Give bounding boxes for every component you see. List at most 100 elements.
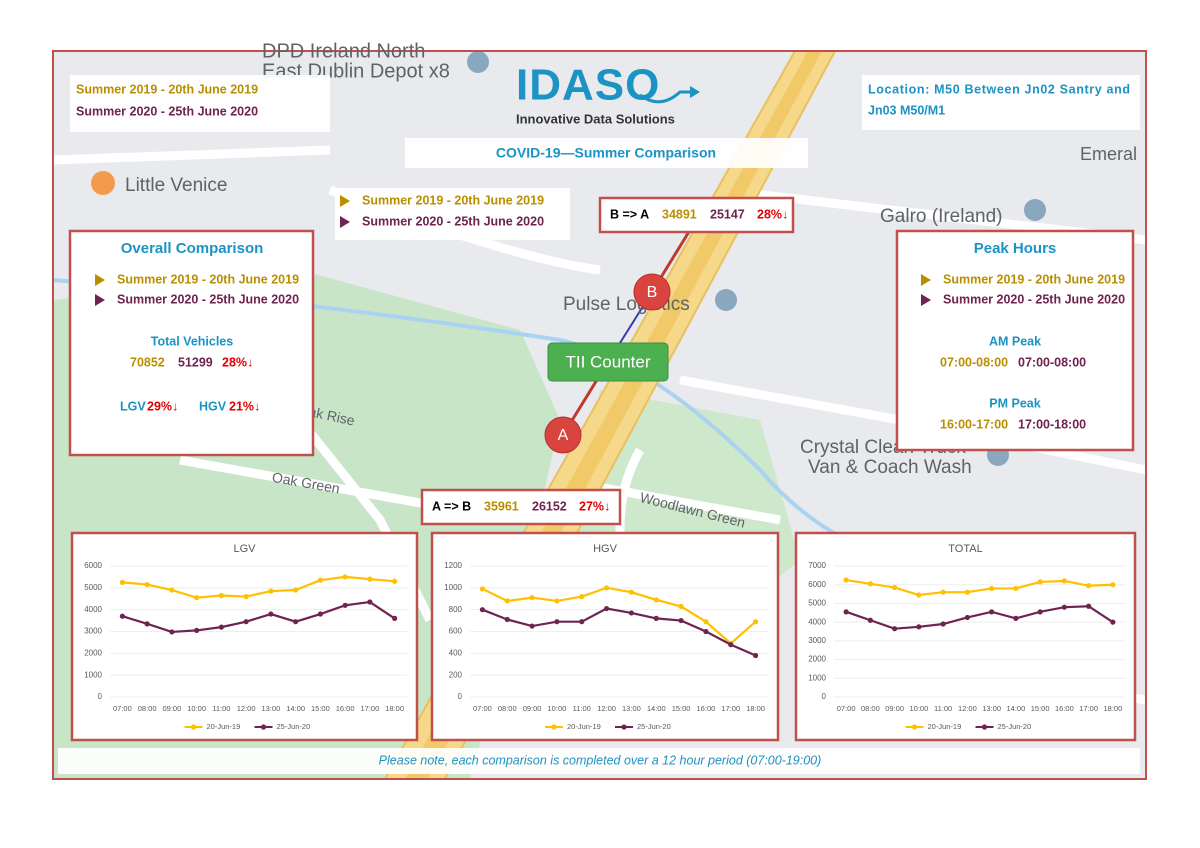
legend-marker <box>621 724 627 730</box>
panel <box>862 75 1140 130</box>
x-tick-label: 16:00 <box>336 704 355 713</box>
x-tick-label: 10:00 <box>187 704 206 713</box>
legend-entry: Summer 2020 - 25th June 2020 <box>362 214 544 228</box>
point <box>119 613 125 619</box>
point <box>392 615 398 622</box>
direction-2020: 25147 <box>710 207 745 221</box>
map-pin <box>91 171 115 195</box>
legend-entry: Summer 2020 - 25th June 2020 <box>943 292 1125 306</box>
point <box>867 581 873 587</box>
point <box>940 621 946 627</box>
y-tick-label: 7000 <box>808 561 826 570</box>
x-tick-label: 15:00 <box>672 704 691 713</box>
y-tick-label: 1000 <box>808 673 826 682</box>
legend-entry: Summer 2019 - 20th June 2019 <box>76 82 258 96</box>
map-label: Galro (Ireland) <box>880 206 1003 227</box>
x-tick-label: 14:00 <box>286 704 305 713</box>
panel <box>58 748 1140 774</box>
legend-marker <box>551 724 557 730</box>
title: COVID-19—Summer Comparison <box>496 145 716 161</box>
x-tick-label: 11:00 <box>934 704 952 713</box>
panel <box>895 229 1135 452</box>
location: Location: M50 Between Jn02 Santry and <box>868 82 1130 96</box>
x-tick-label: 12:00 <box>237 704 256 713</box>
marker-label: B <box>647 284 658 301</box>
total-change: 28%↓ <box>222 355 253 369</box>
series-line <box>845 605 1114 630</box>
x-tick-label: 07:00 <box>113 704 132 713</box>
point <box>1013 615 1019 622</box>
point <box>752 652 759 659</box>
point <box>194 595 200 601</box>
series-line <box>845 578 1113 597</box>
point <box>628 589 635 595</box>
point <box>1110 619 1116 625</box>
x-tick-label: 15:00 <box>311 704 330 713</box>
y-tick-label: 5000 <box>808 599 826 608</box>
y-tick-label: 0 <box>822 692 827 701</box>
point <box>144 581 150 588</box>
marker <box>633 273 671 311</box>
panel <box>420 488 622 526</box>
legend-entry: Summer 2019 - 20th June 2019 <box>117 272 299 286</box>
point <box>293 619 299 625</box>
legend-marker <box>95 294 105 306</box>
point <box>678 617 684 624</box>
x-tick-label: 12:00 <box>958 704 977 713</box>
point <box>194 627 200 634</box>
y-tick-label: 1200 <box>444 561 462 570</box>
panel <box>70 531 419 742</box>
hgv-change: 21%↓ <box>229 399 260 413</box>
legend-marker <box>340 195 350 207</box>
x-tick-label: 17:00 <box>1079 704 1098 713</box>
x-tick-label: 09:00 <box>885 704 904 713</box>
point <box>653 597 659 603</box>
x-tick-label: 16:00 <box>1055 704 1074 713</box>
x-tick-label: 13:00 <box>622 704 641 713</box>
legend-marker <box>190 724 197 730</box>
point <box>579 593 585 600</box>
direction-label: B => A <box>610 207 649 221</box>
y-tick-label: 5000 <box>84 583 102 592</box>
point <box>144 621 150 627</box>
note: Please note, each comparison is complete… <box>379 753 822 767</box>
legend-entry: 20-Jun-19 <box>928 722 962 731</box>
y-tick-label: 400 <box>449 648 463 657</box>
map-label: Emeral <box>1080 144 1137 164</box>
point <box>843 609 849 615</box>
point <box>529 595 535 601</box>
point <box>1110 582 1116 588</box>
point <box>964 614 970 621</box>
point <box>268 611 274 617</box>
map-label: Little Venice <box>125 175 227 196</box>
point <box>479 607 486 613</box>
point <box>964 589 970 595</box>
legend-marker <box>921 294 931 306</box>
legend-entry: 25-Jun-20 <box>637 722 671 731</box>
point <box>1086 603 1092 609</box>
total-2019: 70852 <box>130 355 165 369</box>
point <box>342 574 348 580</box>
x-tick-label: 08:00 <box>498 704 517 713</box>
x-tick-label: 07:00 <box>473 704 492 713</box>
point <box>367 576 373 582</box>
panel <box>430 531 780 742</box>
y-tick-label: 2000 <box>84 648 102 657</box>
am-2019: 07:00-08:00 <box>940 355 1008 369</box>
legend-entry: Summer 2020 - 25th June 2020 <box>76 104 258 118</box>
point <box>892 626 898 632</box>
y-tick-label: 3000 <box>808 636 826 645</box>
logo-tagline: Innovative Data Solutions <box>516 111 675 126</box>
pm-2020: 17:00-18:00 <box>1018 417 1086 431</box>
y-tick-label: 6000 <box>808 580 826 589</box>
am-label: AM Peak <box>989 334 1041 348</box>
point <box>892 584 898 591</box>
series-line <box>122 575 395 599</box>
counter-badge <box>547 342 669 382</box>
panel <box>335 188 570 240</box>
map-label: DPD Ireland North <box>262 40 425 62</box>
y-tick-label: 4000 <box>84 605 102 614</box>
x-tick-label: 14:00 <box>647 704 666 713</box>
panel <box>68 229 315 457</box>
